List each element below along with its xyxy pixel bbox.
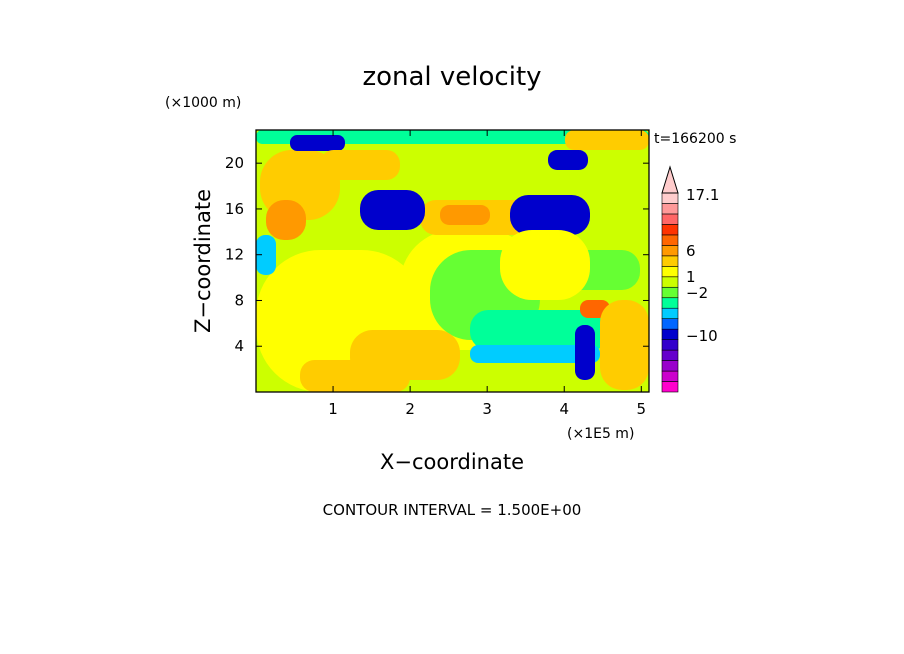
colorbar-tick-label: 6 bbox=[686, 242, 696, 260]
colorbar-swatch bbox=[661, 286, 679, 299]
y-axis-label: Z−coordinate bbox=[191, 189, 215, 333]
y-tick-label: 20 bbox=[225, 154, 244, 172]
x-tick-label: 3 bbox=[482, 400, 492, 418]
contour-region bbox=[600, 300, 649, 390]
x-tick-label: 1 bbox=[328, 400, 338, 418]
colorbar-swatch bbox=[661, 297, 679, 309]
colorbar-swatch bbox=[661, 234, 679, 246]
colorbar-tick-label: −10 bbox=[686, 327, 718, 345]
colorbar-swatch bbox=[661, 307, 679, 319]
colorbar-swatch bbox=[661, 213, 679, 225]
colorbar-swatch bbox=[661, 339, 679, 351]
colorbar-swatch bbox=[661, 266, 679, 278]
contour-region bbox=[256, 130, 649, 144]
x-axis-label: X−coordinate bbox=[380, 450, 524, 474]
colorbar-swatch bbox=[661, 381, 679, 393]
contour-region bbox=[266, 200, 306, 240]
contour-region bbox=[360, 190, 425, 230]
colorbar-swatch bbox=[661, 360, 679, 372]
colorbar-tick-label: 1 bbox=[686, 268, 696, 286]
colorbar-swatch bbox=[661, 224, 679, 236]
contour-region bbox=[510, 195, 590, 235]
colorbar-swatch bbox=[661, 203, 679, 215]
x-tick-label: 4 bbox=[559, 400, 569, 418]
colorbar-tick-label: 17.1 bbox=[686, 186, 719, 204]
contour-region bbox=[575, 325, 595, 380]
contour-interval-note: CONTOUR INTERVAL = 1.500E+00 bbox=[323, 501, 582, 519]
x-axis-unit: (×1E5 m) bbox=[567, 426, 634, 442]
contour-region bbox=[440, 205, 490, 225]
colorbar: 17.1 6 1−2 −10 bbox=[661, 165, 719, 393]
colorbar-extend-arrow bbox=[661, 165, 679, 194]
y-tick-label: 16 bbox=[225, 200, 244, 218]
contour-region bbox=[470, 345, 600, 363]
heatmap-plot-area bbox=[255, 129, 650, 393]
colorbar-swatch bbox=[661, 349, 679, 361]
contour-region bbox=[500, 230, 590, 300]
y-axis-unit: (×1000 m) bbox=[165, 95, 241, 111]
x-axis-ticks: 1 2 3 4 5 bbox=[328, 130, 646, 418]
contour-region bbox=[256, 235, 276, 275]
colorbar-tick-label: −2 bbox=[686, 284, 708, 302]
colorbar-swatch bbox=[661, 245, 679, 257]
y-tick-label: 8 bbox=[234, 291, 244, 309]
contour-region bbox=[548, 150, 588, 170]
plot-frame bbox=[255, 129, 650, 393]
contour-region bbox=[290, 135, 345, 151]
x-tick-label: 5 bbox=[637, 400, 647, 418]
y-tick-label: 4 bbox=[234, 337, 244, 355]
chart-title: zonal velocity bbox=[362, 62, 541, 92]
contour-region bbox=[565, 130, 649, 150]
y-axis-ticks: 4 8 12 16 20 bbox=[225, 154, 649, 355]
time-label: t=166200 s bbox=[654, 131, 736, 147]
colorbar-swatch bbox=[661, 328, 679, 340]
contour-region bbox=[320, 150, 400, 180]
colorbar-swatch bbox=[661, 276, 679, 288]
y-tick-label: 12 bbox=[225, 246, 244, 264]
colorbar-swatch bbox=[661, 192, 679, 204]
colorbar-swatch bbox=[661, 318, 679, 330]
colorbar-swatch bbox=[661, 255, 679, 267]
contour-region bbox=[350, 330, 460, 380]
heatmap-contours bbox=[256, 130, 649, 392]
x-tick-label: 2 bbox=[405, 400, 415, 418]
colorbar-swatch bbox=[661, 370, 679, 382]
